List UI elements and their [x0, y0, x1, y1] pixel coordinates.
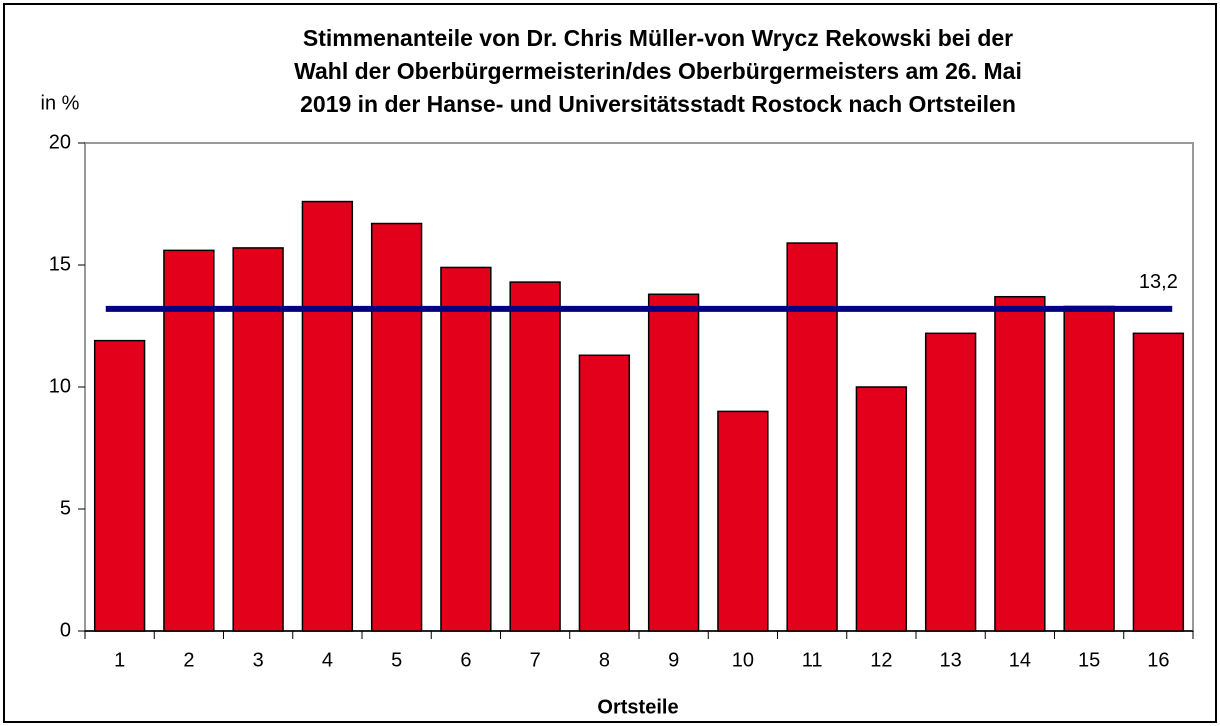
x-tick-label: 10	[732, 649, 754, 671]
reference-line-label: 13,2	[1139, 271, 1178, 293]
x-tick-label: 14	[1009, 649, 1031, 671]
bar	[509, 281, 561, 632]
chart-title-line: Wahl der Oberbürgermeisterin/des Oberbür…	[294, 58, 1022, 84]
x-tick-label: 12	[870, 649, 892, 671]
bar	[301, 200, 354, 632]
bar	[440, 266, 492, 632]
bar	[93, 339, 146, 632]
x-tick-label: 3	[253, 649, 264, 671]
x-tick-label: 7	[530, 649, 541, 671]
y-tick-label: 15	[49, 253, 71, 275]
chart-title-line: 2019 in der Hanse- und Universitätsstadt…	[300, 91, 1016, 117]
x-tick-label: 13	[940, 649, 962, 671]
x-tick-label: 11	[802, 649, 823, 671]
bar	[1132, 332, 1185, 632]
x-tick-label: 9	[668, 649, 679, 671]
bar	[855, 386, 908, 632]
bar	[647, 293, 700, 632]
bar	[924, 332, 977, 632]
x-tick-label: 1	[114, 649, 125, 671]
x-tick-label: 16	[1147, 649, 1169, 671]
bar	[232, 247, 284, 632]
x-tick-label: 2	[183, 649, 194, 671]
bar	[994, 295, 1046, 632]
x-tick-label: 6	[460, 649, 471, 671]
x-axis-label: Ortsteile	[597, 696, 678, 718]
bar	[163, 249, 215, 632]
x-tick-label: 5	[391, 649, 402, 671]
chart-title-line: Stimmenanteile von Dr. Chris Müller-von …	[303, 25, 1013, 51]
x-tick-label: 15	[1078, 649, 1100, 671]
y-axis-label: in %	[41, 92, 80, 114]
y-tick-label: 10	[49, 375, 71, 397]
y-tick-label: 5	[60, 497, 71, 519]
bar	[1063, 305, 1115, 632]
x-tick-label: 4	[322, 649, 333, 671]
x-tick-label: 8	[599, 649, 610, 671]
bar	[578, 354, 631, 632]
y-tick-label: 20	[49, 131, 71, 153]
bar	[786, 242, 838, 632]
bar	[370, 222, 423, 632]
bar	[717, 410, 769, 632]
y-tick-label: 0	[60, 619, 71, 641]
